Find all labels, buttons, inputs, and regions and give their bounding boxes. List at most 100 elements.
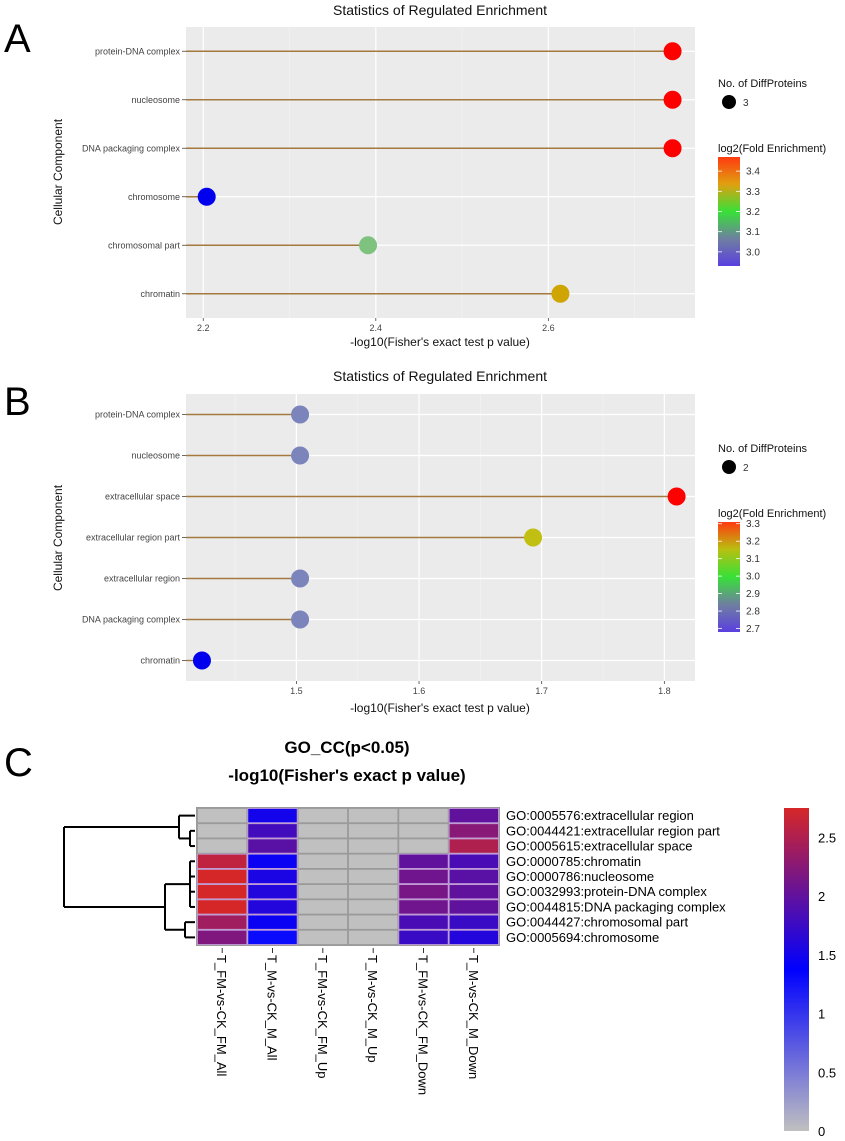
chart-a-colorbar-label: 3.0 bbox=[746, 247, 760, 258]
heatmap-cell bbox=[297, 853, 348, 869]
chart-b-xtick-label: 1.6 bbox=[413, 686, 426, 696]
heatmap-cell bbox=[348, 899, 399, 915]
heatmap-cell bbox=[448, 884, 499, 900]
panel-letter-c: C bbox=[4, 741, 33, 785]
heatmap-cell bbox=[297, 899, 348, 915]
heatmap-cell bbox=[247, 823, 298, 839]
heatmap-cell bbox=[197, 899, 248, 915]
heatmap-cell bbox=[398, 823, 449, 839]
heatmap-cell bbox=[448, 853, 499, 869]
chart-b-point bbox=[291, 610, 310, 629]
heatmap-col-label: T_FM-vs-CK_FM_All bbox=[214, 955, 229, 1076]
chart-b-ytick-label: DNA packaging complex bbox=[82, 615, 181, 625]
chart-a-colorbar-label: 3.2 bbox=[746, 207, 760, 218]
heatmap-cell bbox=[348, 914, 399, 930]
chart-a-xtick-label: 2.6 bbox=[542, 323, 555, 333]
chart-b-colorbar-label: 2.9 bbox=[746, 589, 760, 600]
heatmap-cell bbox=[297, 929, 348, 945]
chart-b-point bbox=[291, 569, 310, 588]
chart-a-xtick-label: 2.2 bbox=[197, 323, 210, 333]
chart-a-point bbox=[663, 139, 682, 158]
heatmap-colorbar-label: 0 bbox=[818, 1124, 825, 1139]
chart-b-colorbar-label: 2.8 bbox=[746, 607, 760, 618]
heatmap-cell bbox=[247, 884, 298, 900]
chart-b-colorbar-label: 3.0 bbox=[746, 572, 760, 583]
chart-a-colorbar-label: 3.3 bbox=[746, 187, 760, 198]
heatmap-colorbar-label: 2 bbox=[818, 889, 825, 904]
chart-b-ytick-label: protein-DNA complex bbox=[95, 410, 181, 420]
heatmap-row-label: GO:0005576:extracellular region bbox=[506, 808, 694, 823]
chart-a-ytick-label: chromatin bbox=[140, 289, 180, 299]
heatmap-cell bbox=[247, 838, 298, 854]
heatmap-row-label: GO:0044427:chromosomal part bbox=[506, 915, 688, 930]
heatmap-cell bbox=[398, 899, 449, 915]
chart-b-point bbox=[192, 651, 211, 670]
heatmap-row-label: GO:0032993:protein-DNA complex bbox=[506, 884, 707, 899]
heatmap-cell bbox=[398, 929, 449, 945]
heatmap-cell bbox=[348, 929, 399, 945]
heatmap-cell bbox=[197, 808, 248, 824]
heatmap-cell bbox=[197, 929, 248, 945]
heatmap-cell bbox=[448, 868, 499, 885]
heatmap-colorbar-label: 0.5 bbox=[818, 1065, 836, 1080]
heatmap-cell bbox=[197, 823, 248, 839]
heatmap-colorbar-label: 2.5 bbox=[818, 830, 836, 845]
heatmap-cell bbox=[197, 914, 248, 930]
chart-a-point bbox=[359, 236, 378, 255]
heatmap-cell bbox=[398, 808, 449, 824]
heatmap-row-label: GO:0005615:extracellular space bbox=[506, 839, 692, 854]
heatmap-cell bbox=[297, 914, 348, 930]
chart-b-title: Statistics of Regulated Enrichment bbox=[333, 368, 547, 384]
heatmap-cell bbox=[247, 929, 298, 945]
heatmap-col-label: T_M-vs-CK_M_Down bbox=[466, 955, 481, 1079]
heatmap-cell bbox=[398, 853, 449, 869]
heatmap-cell bbox=[197, 884, 248, 900]
heatmap-col-label: T_M-vs-CK_M_All bbox=[265, 955, 280, 1061]
chart-b-colorbar-label: 3.2 bbox=[746, 537, 760, 548]
heatmap-cell bbox=[247, 914, 298, 930]
chart-a-size-legend-title: No. of DiffProteins bbox=[718, 78, 808, 90]
chart-a-ylabel: Cellular Component bbox=[51, 118, 65, 225]
heatmap-cell bbox=[197, 868, 248, 885]
heatmap-cell bbox=[398, 884, 449, 900]
heatmap-cell bbox=[348, 884, 399, 900]
heatmap-cell bbox=[297, 823, 348, 839]
heatmap-colorbar-label: 1.5 bbox=[818, 948, 836, 963]
heatmap-col-label: T_FM-vs-CK_FM_Down bbox=[416, 955, 431, 1095]
heatmap-row-label: GO:0000786:nucleosome bbox=[506, 869, 654, 884]
heatmap-cell bbox=[398, 868, 449, 885]
chart-a-xlabel: -log10(Fisher's exact test p value) bbox=[350, 335, 530, 349]
chart-a-colorbar-label: 3.4 bbox=[746, 167, 760, 178]
chart-b-xtick-label: 1.8 bbox=[658, 686, 671, 696]
heatmap-cell bbox=[297, 868, 348, 885]
chart-b-ytick-label: nucleosome bbox=[131, 451, 180, 461]
heatmap-colorbar bbox=[784, 808, 809, 1131]
heatmap-cell bbox=[297, 808, 348, 824]
chart-a-ytick-label: chromosome bbox=[128, 192, 180, 202]
chart-a-point bbox=[197, 187, 216, 206]
panel-letter-b: B bbox=[4, 380, 31, 424]
lollipop-chart-b: Statistics of Regulated Enrichment -log1… bbox=[51, 368, 826, 715]
heatmap-row-label: GO:0044421:extracellular region part bbox=[506, 823, 720, 838]
heatmap-row-label: GO:0005694:chromosome bbox=[506, 930, 659, 945]
heatmap-cell bbox=[398, 838, 449, 854]
panel-letter-a: A bbox=[4, 17, 31, 61]
heatmap-cell bbox=[247, 808, 298, 824]
heatmap-cell bbox=[247, 899, 298, 915]
lollipop-chart-a: Statistics of Regulated Enrichment -log1… bbox=[51, 2, 826, 349]
heatmap-row-label: GO:0044815:DNA packaging complex bbox=[506, 899, 726, 914]
chart-b-point bbox=[291, 446, 310, 465]
heatmap-cell bbox=[448, 929, 499, 945]
heatmap-subtitle: -log10(Fisher's exact p value) bbox=[228, 766, 465, 785]
heatmap-cell bbox=[348, 868, 399, 885]
chart-a-ytick-label: chromosomal part bbox=[108, 240, 181, 250]
chart-b-ytick-label: extracellular space bbox=[105, 492, 180, 502]
chart-a-plot-background bbox=[186, 27, 695, 318]
heatmap-cell bbox=[448, 823, 499, 839]
chart-b-colorbar-label: 2.7 bbox=[746, 624, 760, 635]
chart-a-ytick-label: protein-DNA complex bbox=[95, 46, 181, 56]
chart-b-colorbar-label: 3.3 bbox=[746, 519, 760, 530]
heatmap-cell bbox=[448, 808, 499, 824]
heatmap-cell bbox=[398, 914, 449, 930]
